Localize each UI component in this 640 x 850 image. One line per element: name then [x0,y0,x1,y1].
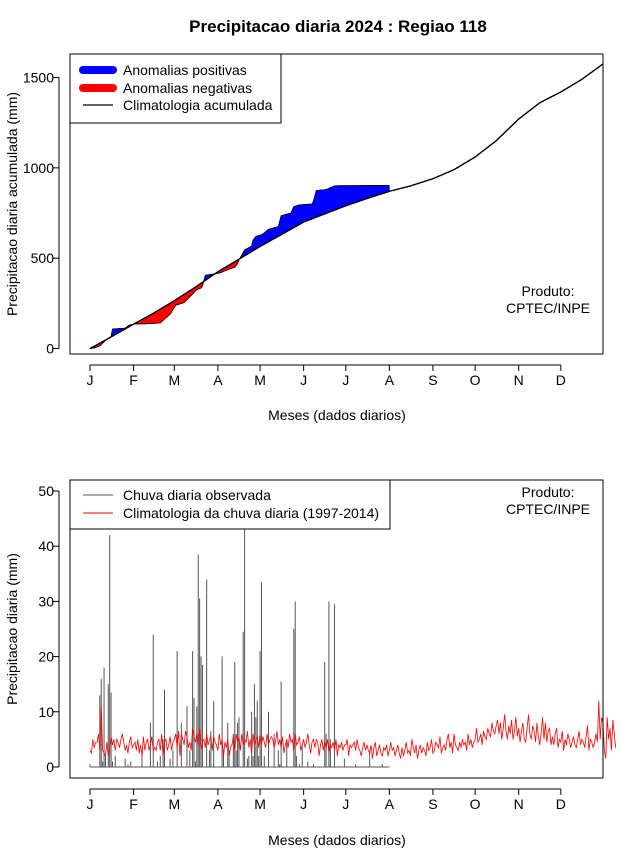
figure-title: Precipitacao diaria 2024 : Regiao 118 [189,17,487,36]
y-tick-label-1-0: 0 [46,759,54,775]
x-tick-label-0-7: A [385,372,395,388]
y-tick-label-1-3: 30 [38,593,54,609]
x-tick-label-1-9: O [470,796,481,812]
x-tick-label-0-2: M [168,372,180,388]
daily-chart: J F M A M J J A S O N D 0 10 20 30 40 50 Meses (dados di… [4,479,617,848]
daily-annotation-line1: Produto: [522,484,575,500]
x-tick-label-0-3: A [213,372,223,388]
x-tick-label-0-6: J [342,372,349,388]
y-tick-label-1-4: 40 [38,538,54,554]
daily-climatology-line [89,700,617,759]
daily-x-axis-label: Meses (dados diarios) [268,832,406,848]
x-tick-label-1-1: F [129,796,138,812]
daily-annotation-line2: CPTEC/INPE [506,501,590,517]
legend-label-observed: Chuva diaria observada [123,487,271,503]
anomaly-segment-425 [388,185,390,192]
x-tick-label-0-10: N [514,372,524,388]
y-tick-label-0-1: 500 [31,250,55,266]
observed-cumulative-line [89,184,390,349]
x-tick-label-1-7: A [385,796,395,812]
cumulative-annotation-line1: Produto: [522,283,575,299]
x-tick-label-0-8: S [428,372,437,388]
cumulative-chart: J F M A M J J A S O N D 0 500 1000 1500 Meses (dados d… [4,53,604,423]
y-tick-label-0-2: 1000 [23,160,54,176]
x-tick-label-0-9: O [470,372,481,388]
daily-legend-box [69,479,391,530]
x-tick-label-0-1: F [129,372,138,388]
daily-observed-spikes [89,518,390,768]
legend-label-positive: Anomalias positivas [123,62,247,78]
cumulative-y-axis-label: Precipitacao diaria acumulada (mm) [4,92,20,316]
legend-label-negative: Anomalias negativas [123,80,252,96]
y-tick-label-1-1: 10 [38,704,54,720]
y-tick-label-1-5: 50 [38,483,54,499]
cumulative-x-axis-label: Meses (dados diarios) [268,407,406,423]
y-tick-label-0-3: 1500 [23,69,54,85]
daily-y-axis-label: Precipitacao diaria (mm) [4,553,20,705]
x-tick-label-0-0: J [87,372,94,388]
climatology-cumulative-line [89,63,604,350]
x-tick-label-1-11: D [556,796,566,812]
cumulative-y-axis: 0 500 1000 1500 [23,69,60,357]
y-tick-label-1-2: 20 [38,649,54,665]
x-tick-label-0-4: M [254,372,266,388]
cumulative-annotation-line2: CPTEC/INPE [506,300,590,316]
x-tick-label-1-10: N [514,796,524,812]
legend-label-climatology: Climatologia acumulada [123,97,273,113]
cumulative-series [89,63,604,350]
daily-series [89,700,617,759]
x-tick-label-0-11: D [556,372,566,388]
legend-label-daily-climatology: Climatologia da chuva diaria (1997-2014) [123,505,379,521]
y-tick-label-0-0: 0 [46,341,54,357]
x-tick-label-1-5: J [300,796,307,812]
x-tick-label-0-5: J [300,372,307,388]
x-tick-label-1-6: J [342,796,349,812]
daily-y-axis: 0 10 20 30 40 50 [38,483,60,775]
daily-legend: Chuva diaria observada Climatologia da c… [69,479,391,530]
x-tick-label-1-2: M [168,796,180,812]
x-tick-label-1-4: M [254,796,266,812]
x-tick-label-1-0: J [87,796,94,812]
cumulative-plot-frame [69,53,604,355]
x-tick-label-1-8: S [428,796,437,812]
cumulative-legend: Anomalias positivas Anomalias negativas … [69,53,282,124]
x-tick-label-1-3: A [213,796,223,812]
